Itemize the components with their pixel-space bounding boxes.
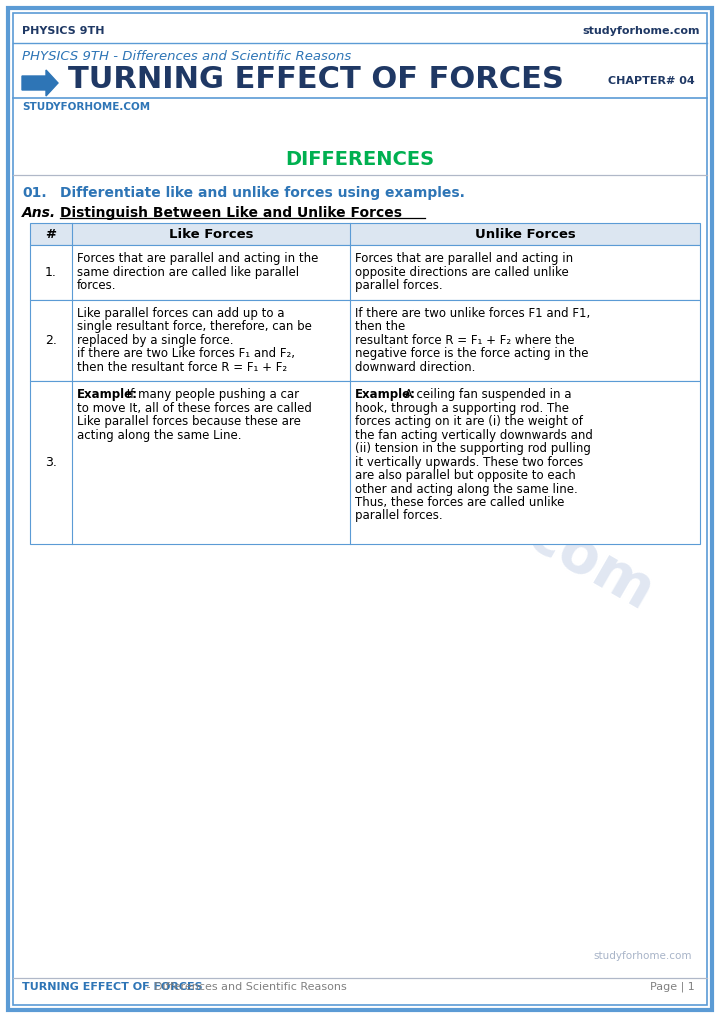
Text: A ceiling fan suspended in a: A ceiling fan suspended in a	[401, 388, 572, 401]
Text: PHYSICS 9TH: PHYSICS 9TH	[22, 26, 104, 36]
Text: If many people pushing a car: If many people pushing a car	[123, 388, 299, 401]
Text: it vertically upwards. These two forces: it vertically upwards. These two forces	[355, 455, 583, 468]
Text: Like parallel forces can add up to a: Like parallel forces can add up to a	[77, 306, 284, 320]
Text: hook, through a supporting rod. The: hook, through a supporting rod. The	[355, 401, 569, 414]
Text: 2.: 2.	[45, 334, 57, 347]
Text: parallel forces.: parallel forces.	[355, 509, 443, 522]
Bar	[30, 245, 700, 299]
Text: 1.: 1.	[45, 266, 57, 279]
Text: Like parallel forces because these are: Like parallel forces because these are	[77, 415, 301, 428]
Text: then the resultant force R = F₁ + F₂: then the resultant force R = F₁ + F₂	[77, 360, 287, 374]
Text: (ii) tension in the supporting rod pulling: (ii) tension in the supporting rod pulli…	[355, 442, 591, 455]
Text: PHYSICS 9TH - Differences and Scientific Reasons: PHYSICS 9TH - Differences and Scientific…	[22, 50, 351, 63]
Text: then the: then the	[355, 320, 405, 333]
Text: 01.: 01.	[22, 186, 47, 200]
Text: Example:: Example:	[355, 388, 416, 401]
Text: StudyForHome.com: StudyForHome.com	[76, 252, 664, 624]
Text: STUDYFORHOME.COM: STUDYFORHOME.COM	[22, 102, 150, 112]
Text: Page | 1: Page | 1	[650, 981, 695, 993]
Text: single resultant force, therefore, can be: single resultant force, therefore, can b…	[77, 320, 312, 333]
Text: Forces that are parallel and acting in the: Forces that are parallel and acting in t…	[77, 252, 318, 265]
Bar	[30, 381, 700, 544]
Polygon shape	[22, 70, 58, 96]
Text: resultant force R = F₁ + F₂ where the: resultant force R = F₁ + F₂ where the	[355, 334, 575, 346]
Text: forces.: forces.	[77, 279, 117, 292]
Text: Distinguish Between Like and Unlike Forces: Distinguish Between Like and Unlike Forc…	[60, 206, 402, 220]
Text: studyforhome.com: studyforhome.com	[593, 951, 692, 961]
Text: Thus, these forces are called unlike: Thus, these forces are called unlike	[355, 496, 564, 509]
Text: If there are two unlike forces F1 and F1,: If there are two unlike forces F1 and F1…	[355, 306, 590, 320]
Text: TURNING EFFECT OF FORCES: TURNING EFFECT OF FORCES	[22, 982, 202, 992]
Text: CHAPTER# 04: CHAPTER# 04	[608, 76, 695, 86]
Text: Unlike Forces: Unlike Forces	[474, 227, 575, 240]
Text: - Differences and Scientific Reasons: - Differences and Scientific Reasons	[143, 982, 347, 992]
Text: Like Forces: Like Forces	[168, 227, 253, 240]
Text: downward direction.: downward direction.	[355, 360, 475, 374]
Text: opposite directions are called unlike: opposite directions are called unlike	[355, 266, 569, 279]
Text: #: #	[45, 227, 56, 240]
Text: negative force is the force acting in the: negative force is the force acting in th…	[355, 347, 588, 360]
Text: TURNING EFFECT OF FORCES: TURNING EFFECT OF FORCES	[68, 65, 564, 94]
Text: replaced by a single force.: replaced by a single force.	[77, 334, 233, 346]
Text: parallel forces.: parallel forces.	[355, 279, 443, 292]
Text: to move It, all of these forces are called: to move It, all of these forces are call…	[77, 401, 312, 414]
Text: if there are two Like forces F₁ and F₂,: if there are two Like forces F₁ and F₂,	[77, 347, 295, 360]
Text: studyforhome.com: studyforhome.com	[582, 26, 700, 36]
Text: 3.: 3.	[45, 456, 57, 468]
Bar	[30, 299, 700, 381]
Text: DIFFERENCES: DIFFERENCES	[285, 150, 435, 169]
Text: same direction are called like parallel: same direction are called like parallel	[77, 266, 299, 279]
Text: Ans.: Ans.	[22, 206, 56, 220]
Text: Forces that are parallel and acting in: Forces that are parallel and acting in	[355, 252, 573, 265]
Text: the fan acting vertically downwards and: the fan acting vertically downwards and	[355, 429, 593, 442]
Bar	[30, 223, 700, 245]
Text: acting along the same Line.: acting along the same Line.	[77, 429, 241, 442]
Text: forces acting on it are (i) the weight of: forces acting on it are (i) the weight o…	[355, 415, 583, 428]
Text: Differentiate like and unlike forces using examples.: Differentiate like and unlike forces usi…	[60, 186, 465, 200]
Text: are also parallel but opposite to each: are also parallel but opposite to each	[355, 469, 576, 482]
Text: Example:: Example:	[77, 388, 138, 401]
Text: other and acting along the same line.: other and acting along the same line.	[355, 483, 577, 496]
